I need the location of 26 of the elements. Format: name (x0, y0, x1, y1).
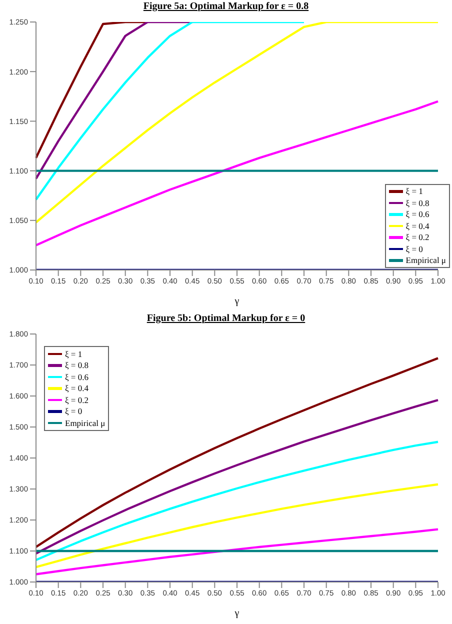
legend-label: ξ = 0.4 (406, 220, 430, 231)
line-series (34, 398, 440, 555)
legend-label: Empirical μ (406, 255, 446, 266)
legend-label: ξ = 0.2 (65, 394, 88, 405)
legend-label: ξ = 0.8 (65, 360, 88, 370)
legend-label: ξ = 1 (406, 186, 423, 196)
legend-label: ξ = 0.6 (406, 209, 430, 220)
line-series (34, 22, 306, 201)
legend-label: ξ = 0 (65, 406, 82, 416)
line-series (34, 100, 440, 246)
legend-label: ξ = 0.8 (406, 198, 430, 208)
legend-label: ξ = 0.2 (406, 232, 430, 242)
line-series (34, 357, 440, 548)
legend-label: ξ = 0.6 (65, 372, 88, 382)
legend-label: ξ = 0 (406, 244, 423, 254)
line-series (34, 483, 440, 568)
x-axis-title: γ (234, 608, 240, 619)
chart-title: Figure 5a: Optimal Markup for ε = 0.8 (142, 0, 310, 14)
legend-label: ξ = 0.4 (65, 383, 88, 394)
legend-label: ξ = 1 (65, 348, 82, 359)
chart-title: Figure 5b: Optimal Markup for ε = 0 (146, 312, 306, 326)
line-series (34, 528, 440, 576)
x-axis-title: γ (234, 296, 240, 307)
legend-label: Empirical μ (65, 418, 106, 428)
line-series (34, 440, 440, 562)
line-series (34, 22, 440, 224)
